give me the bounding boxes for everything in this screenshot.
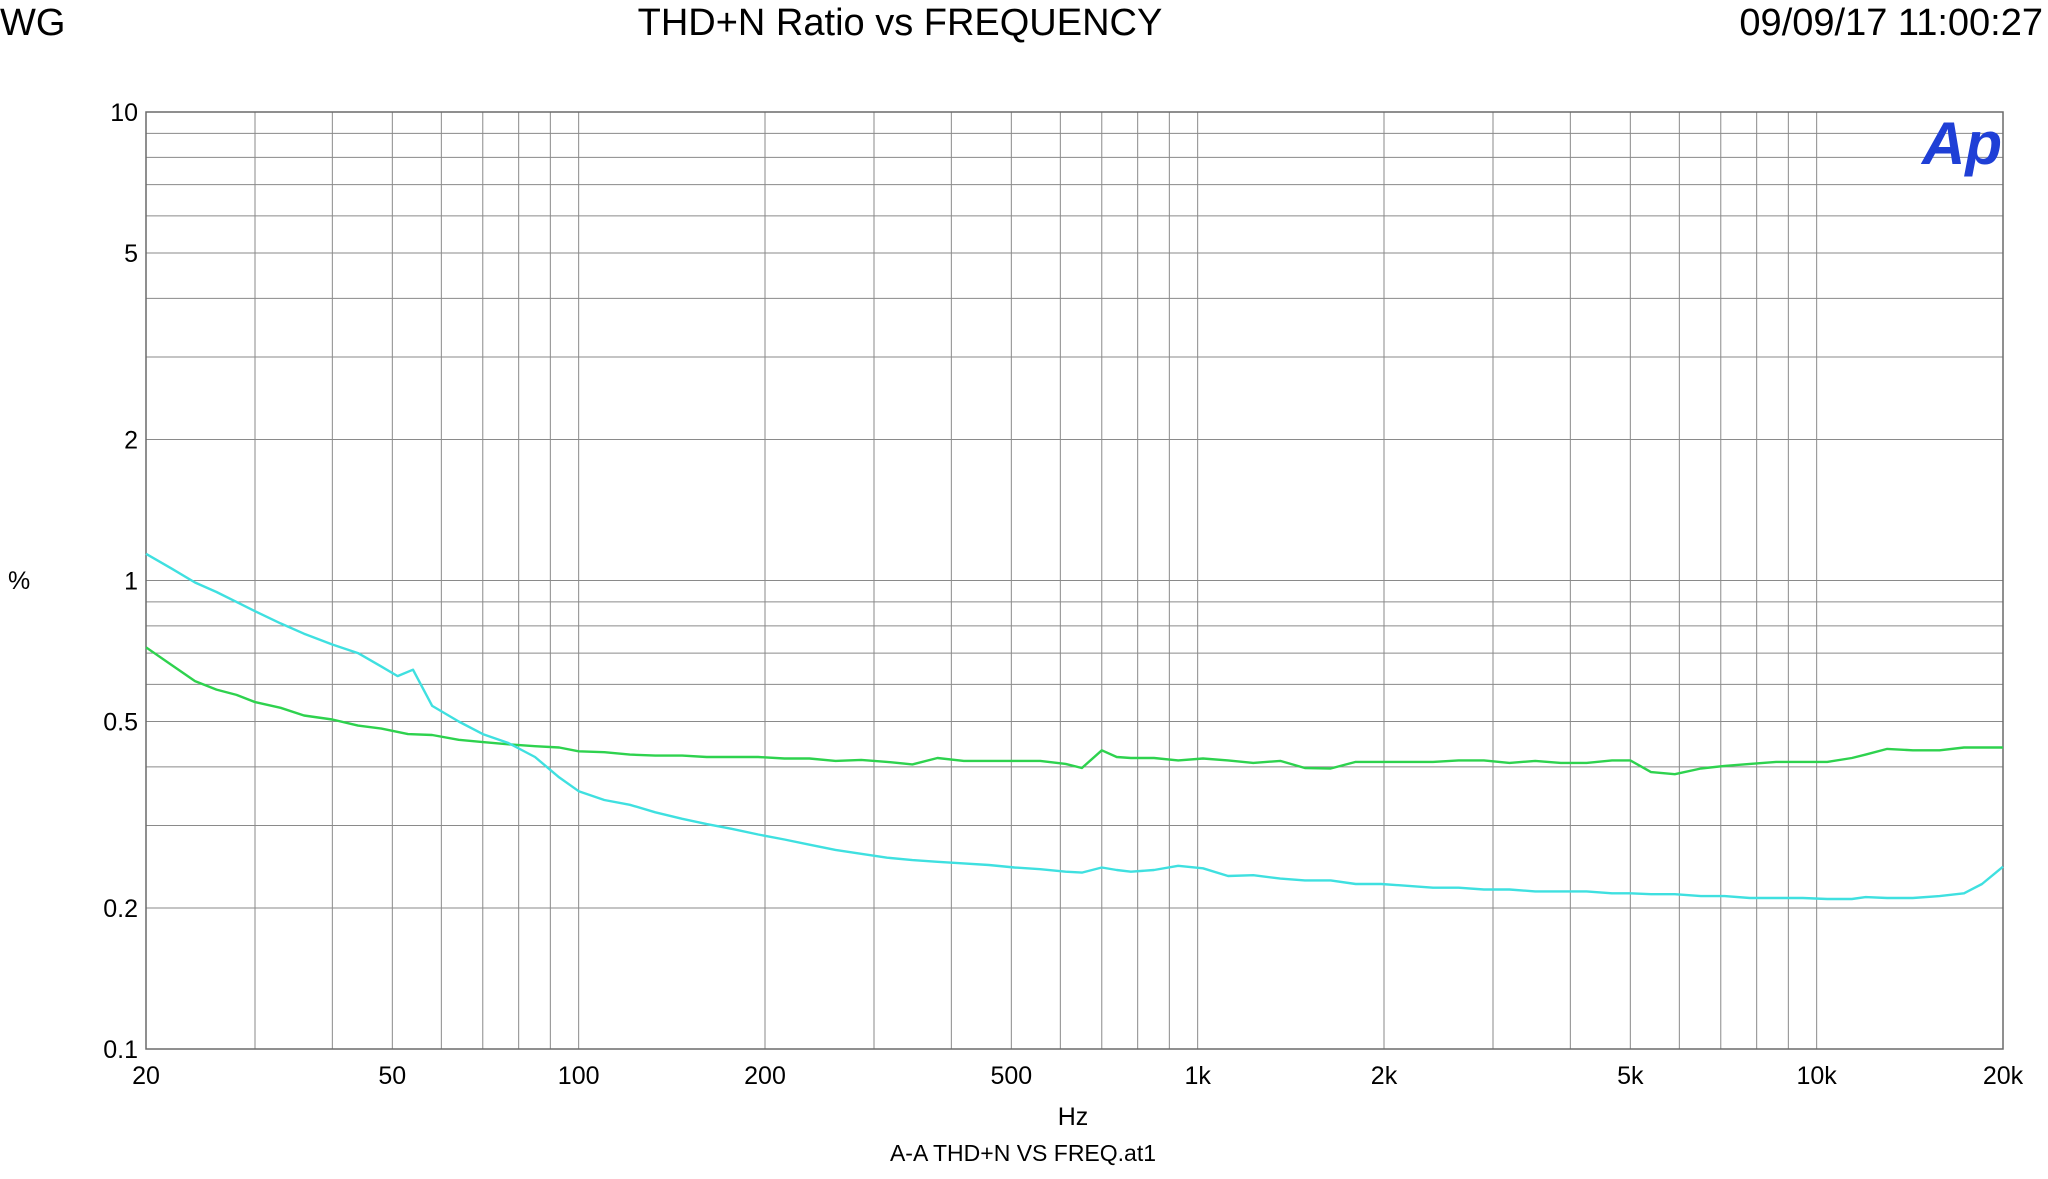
y-tick-label: 0.5 (103, 709, 138, 737)
y-tick-label: 0.2 (103, 895, 138, 923)
y-tick-label: 0.1 (103, 1036, 138, 1064)
y-tick-label: 1 (124, 568, 138, 596)
x-tick-label: 200 (744, 1062, 786, 1090)
x-tick-label: 100 (558, 1062, 600, 1090)
timestamp: 09/09/17 11:00:27 (1739, 2, 2043, 44)
chart-title: THD+N Ratio vs FREQUENCY (637, 2, 1163, 44)
x-axis-ticks: 20 50 100 200 500 1k 2k 5k 10k 20k (132, 1062, 2024, 1090)
y-tick-label: 2 (124, 426, 138, 454)
x-tick-label: 50 (378, 1062, 406, 1090)
y-tick-label: 5 (124, 240, 138, 268)
x-axis-label: Hz (1058, 1103, 1089, 1131)
x-tick-label: 2k (1371, 1062, 1398, 1090)
series-line-1 (145, 646, 2003, 776)
chart-grid (145, 111, 2004, 1050)
plot-frame (145, 111, 2004, 1050)
x-tick-label: 20 (132, 1062, 160, 1090)
x-tick-label: 20k (1983, 1062, 2024, 1090)
x-tick-label: 1k (1184, 1062, 1211, 1090)
footer-filename: A-A THD+N VS FREQ.at1 (890, 1140, 1156, 1166)
x-tick-label: 500 (990, 1062, 1032, 1090)
y-tick-label: 10 (110, 99, 138, 127)
ap-logo: Ap (1920, 110, 2002, 177)
chart-series (145, 552, 2004, 901)
series-line-2 (145, 552, 2004, 901)
x-tick-label: 5k (1617, 1062, 1644, 1090)
y-axis-label: % (8, 567, 30, 595)
x-tick-label: 10k (1797, 1062, 1838, 1090)
y-axis-ticks: 0.1 0.2 0.5 1 2 5 10 (103, 99, 138, 1064)
header-left-label: WG (0, 2, 66, 44)
